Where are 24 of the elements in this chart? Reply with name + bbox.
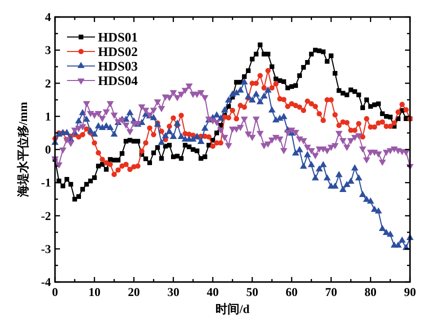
x-tick-label: 70 (325, 285, 338, 299)
x-tick-label: 50 (246, 285, 258, 299)
x-tick-label: 30 (167, 285, 180, 299)
x-tick-label: 40 (206, 285, 219, 299)
y-tick-label: 4 (45, 10, 51, 24)
x-tick-label: 20 (128, 285, 140, 299)
y-tick-label: 1 (45, 109, 51, 124)
x-axis-title: 时间/d (215, 302, 250, 316)
y-tick-label: -4 (41, 275, 51, 289)
legend-label: HDS01 (98, 30, 138, 44)
legend-label: HDS03 (98, 58, 138, 74)
x-tick-label: 90 (404, 285, 416, 299)
y-tick-label: 0 (45, 142, 51, 156)
y-tick-label: -1 (41, 176, 51, 190)
legend-label: HDS02 (98, 44, 138, 59)
y-tick-label: -3 (41, 242, 51, 256)
x-tick-label: 10 (88, 285, 100, 299)
y-tick-label: 3 (45, 43, 51, 58)
x-tick-label: 60 (286, 285, 298, 299)
y-axis-title: 海堤水平位移/mm (16, 102, 30, 198)
legend-label: HDS04 (98, 73, 138, 88)
y-tick-label: 2 (45, 76, 51, 90)
x-tick-label: 80 (364, 285, 377, 299)
y-tick-label: -2 (41, 208, 51, 223)
